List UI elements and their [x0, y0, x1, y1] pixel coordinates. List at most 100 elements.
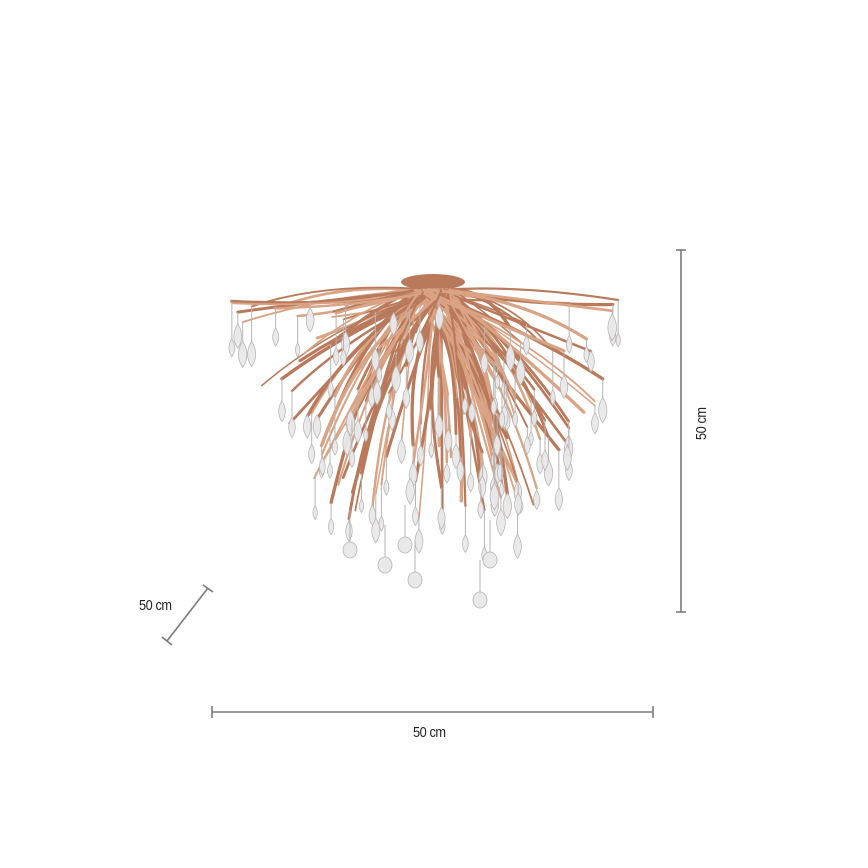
- crystal-drop: [513, 533, 522, 560]
- crystal-drop: [358, 498, 365, 514]
- crystal-drop: [615, 332, 621, 348]
- crystal-drop: [549, 388, 556, 406]
- crystal-drop: [489, 482, 500, 511]
- crystal-drop: [451, 443, 461, 470]
- crystal-drop: [456, 459, 465, 483]
- crystal-drop: [437, 506, 446, 530]
- crystal-drop: [342, 541, 358, 559]
- width-label: 50 cm: [413, 724, 446, 741]
- crystal-drop: [397, 438, 406, 465]
- crystal-drop: [482, 551, 498, 569]
- crystal-drop: [353, 418, 363, 444]
- crystal-drop: [591, 411, 599, 435]
- crystal-drop: [435, 304, 444, 331]
- crystal-drop: [598, 396, 608, 424]
- crystal-drop: [331, 438, 338, 456]
- crystal-drop: [559, 374, 569, 399]
- branch: [250, 286, 438, 308]
- crystal-drop: [502, 492, 512, 520]
- crystal-drop: [434, 413, 444, 440]
- crystal-drop: [405, 477, 415, 505]
- crystal-drop: [402, 386, 411, 409]
- crystal-drop: [514, 492, 523, 517]
- crystal-drop: [327, 461, 333, 479]
- crystal-drop: [512, 410, 519, 428]
- crystal-drop: [443, 462, 451, 484]
- crystal-drop: [348, 449, 356, 469]
- crystal-drop: [477, 499, 485, 519]
- crystal-drop: [505, 343, 516, 372]
- crystal-drop: [272, 326, 280, 347]
- branch: [426, 288, 589, 341]
- crystal-drop: [565, 334, 573, 354]
- crystal-drop: [522, 335, 530, 356]
- crystal-drop: [462, 533, 469, 554]
- height-dimension-line: [676, 249, 686, 613]
- width-dimension-line: [211, 706, 654, 718]
- crystal-drop: [319, 456, 326, 476]
- crystal-drop: [312, 504, 318, 521]
- crystal-drop: [499, 481, 505, 498]
- depth-dimension-line: [161, 584, 214, 646]
- height-label: 50 cm: [693, 407, 710, 440]
- branch: [305, 288, 438, 419]
- crystal-drop: [228, 337, 236, 358]
- crystal-drop: [407, 571, 423, 589]
- crystal-drop: [524, 435, 531, 456]
- crystal-drop: [345, 409, 356, 437]
- crystal-drop: [490, 398, 497, 417]
- crystal-drop: [405, 337, 415, 365]
- crystal-drop: [305, 306, 315, 333]
- crystal-drop: [416, 444, 425, 467]
- crystal-drop: [480, 351, 489, 375]
- crystal-drop: [496, 508, 506, 537]
- crystal-drop: [332, 346, 340, 367]
- branch: [422, 288, 566, 353]
- crystal-drop: [377, 556, 393, 574]
- crystal-drop: [461, 396, 469, 416]
- crystal-drop: [247, 340, 257, 368]
- crystal-drop: [303, 413, 312, 439]
- crystal-drop: [467, 471, 475, 493]
- branch: [444, 288, 550, 439]
- crystal-drop: [415, 330, 424, 354]
- crystal-drop: [493, 433, 502, 457]
- crystal-drop: [371, 347, 380, 373]
- crystal-drop: [372, 380, 382, 406]
- crystal-drop: [376, 365, 383, 384]
- crystal-drop: [308, 443, 316, 465]
- crystal-drop: [288, 416, 296, 439]
- crystal-drop: [583, 345, 590, 364]
- crystal-drop: [340, 348, 347, 367]
- crystal-drop: [389, 311, 398, 337]
- crystal-drop: [468, 401, 476, 424]
- crystal-drop: [554, 487, 563, 512]
- crystal-drop: [562, 444, 572, 472]
- crystal-drop: [345, 520, 353, 542]
- crystal-drop: [295, 342, 301, 358]
- crystal-drop: [414, 527, 424, 554]
- crystal-drop: [327, 380, 334, 398]
- crystal-drop: [541, 449, 549, 471]
- crystal-drop: [385, 401, 393, 421]
- crystal-drop: [342, 429, 352, 457]
- crystal-drop: [531, 409, 538, 428]
- branch: [444, 288, 614, 313]
- branch: [332, 289, 420, 313]
- crystal-drop: [428, 441, 435, 459]
- crystal-drop: [498, 410, 506, 430]
- crystal-drop: [238, 340, 248, 369]
- crystal-drop: [328, 517, 335, 536]
- depth-label: 50 cm: [139, 597, 172, 614]
- crystal-drop: [515, 357, 526, 387]
- crystal-drop: [383, 478, 390, 496]
- crystal-drop: [607, 313, 617, 342]
- crystal-drop: [233, 322, 243, 350]
- branch: [413, 289, 596, 403]
- crystal-drop: [368, 504, 377, 527]
- ceiling-canopy: [401, 274, 465, 290]
- crystal-drop: [363, 427, 369, 443]
